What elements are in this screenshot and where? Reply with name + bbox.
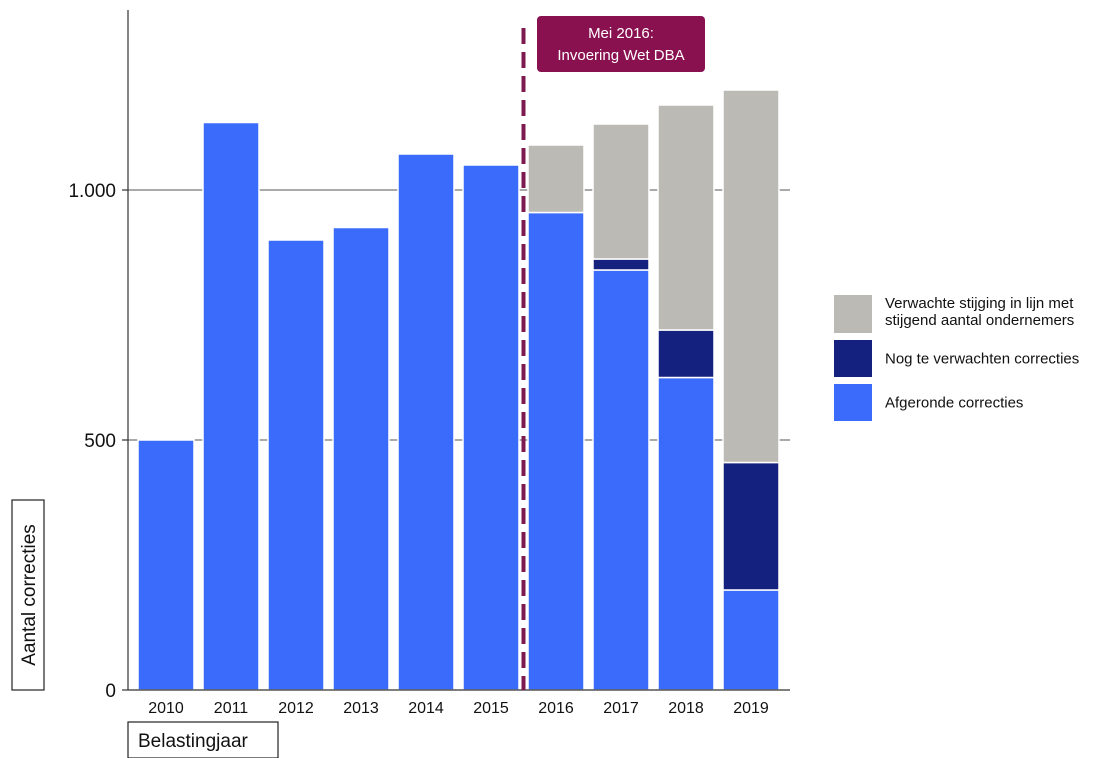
bar-2015-series-0 [462,164,520,691]
legend-label-1-0: Nog te verwachten correcties [885,351,1079,368]
bar-2018-series-0 [657,376,715,691]
bar-2017-series-2 [592,123,650,260]
annotation-box [537,16,705,72]
y-tick-label-1: 500 [84,431,116,452]
x-tick-label-2014: 2014 [408,700,444,717]
legend-swatch-0 [834,295,872,333]
y-axis-label-box [11,499,45,691]
y-axis-label: Aantal correcties [11,499,45,691]
x-tick-label-2013: 2013 [343,700,379,717]
bar-2016-series-0 [527,211,585,691]
bar-2018-series-2 [657,104,715,331]
bar-2012-series-0 [267,239,325,691]
bar-2014-series-0 [397,153,455,691]
x-axis-label: Belastingjaar [127,721,279,758]
x-tick-label-2019: 2019 [733,700,769,717]
legend-label-0-0: Verwachte stijging in lijn met [885,295,1074,312]
bar-2017-series-0 [592,269,650,691]
y-tick-label-2: 1.000 [68,181,116,202]
x-axis-label-text: Belastingjaar [138,731,249,752]
y-tick-labels: 0 500 1.000 [68,181,128,702]
bar-2010-series-0 [137,439,195,691]
bar-2011-series-0 [202,121,260,691]
bar-2018-series-1 [657,329,715,379]
x-tick-label-2017: 2017 [603,700,639,717]
x-tick-label-2015: 2015 [473,700,509,717]
legend-label-0-1: stijgend aantal ondernemers [885,312,1074,329]
legend-swatch-1 [834,340,872,377]
annotation-text-line-0: Mei 2016: [588,25,654,42]
y-tick-label-0: 0 [105,681,116,702]
x-tick-label-2016: 2016 [538,700,574,717]
legend-label-2-0: Afgeronde correcties [885,395,1023,412]
x-tick-label-2012: 2012 [278,700,314,717]
bar-2019-series-2 [722,89,780,464]
annotation: Mei 2016: Invoering Wet DBA [521,16,705,690]
bar-2016-series-2 [527,144,585,214]
axes [127,10,790,691]
y-axis-label-text: Aantal correcties [19,524,40,666]
bar-2017-series-1 [592,258,650,271]
x-tick-label-2010: 2010 [148,700,184,717]
x-tick-label-2011: 2011 [214,700,249,717]
bar-2019-series-0 [722,589,780,691]
x-axis-label-box [127,721,279,758]
x-tick-label-2018: 2018 [668,700,704,717]
bars [137,89,780,691]
bar-2019-series-1 [722,461,780,591]
annotation-text-line-1: Invoering Wet DBA [557,47,684,64]
bar-2013-series-0 [332,226,390,691]
legend-swatch-2 [834,384,872,421]
x-tick-labels: 2010 2011 2012 2013 2014 2015 2016 2017 2018 2019 [148,700,769,717]
